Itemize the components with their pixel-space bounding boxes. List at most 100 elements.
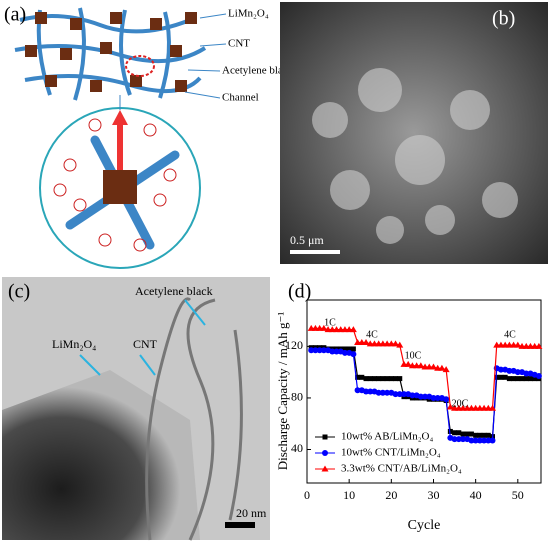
y-tick-label: 120: [285, 338, 303, 352]
data-point: [396, 341, 404, 348]
x-tick-label: 10: [343, 488, 355, 502]
data-point: [502, 374, 508, 380]
data-point: [359, 374, 365, 380]
annotation: Acetylene black: [222, 65, 294, 77]
data-point: [409, 392, 416, 399]
panel-c: (c) Acetylene black LiMn₂O₄ CNT 20 nm: [2, 277, 270, 541]
data-point: [434, 394, 441, 401]
panel-b: (b) 0.5 μm: [280, 2, 548, 264]
data-point: [532, 376, 538, 382]
data-point: [497, 366, 504, 373]
panel-a: (a) LiMn₂O₄ CNT Acetylene black Channel: [4, 4, 294, 269]
data-point: [523, 370, 530, 377]
data-point: [514, 341, 522, 348]
data-point: [535, 373, 542, 380]
data-point: [519, 376, 525, 382]
data-point: [363, 388, 370, 395]
particle: [103, 170, 137, 204]
panel-label: (d): [288, 281, 311, 303]
data-point: [363, 376, 369, 382]
limn2o4-particles: [25, 12, 197, 92]
panel-label: (c): [8, 281, 30, 303]
data-point: [371, 376, 377, 382]
data-point: [527, 376, 533, 382]
data-point: [349, 326, 357, 333]
legend-marker: [321, 465, 329, 472]
series-line: [311, 347, 539, 438]
data-point: [456, 430, 462, 436]
y-axis-title: Discharge Capacity / mAh g⁻¹: [275, 312, 290, 471]
panel-label: (b): [492, 8, 515, 30]
data-point: [489, 404, 497, 411]
scale-bar: [225, 522, 255, 528]
data-point: [481, 432, 487, 438]
arrow: [112, 110, 128, 125]
panel-label: (a): [4, 4, 26, 26]
data-point: [342, 346, 348, 352]
data-point: [367, 376, 373, 382]
data-point: [392, 391, 399, 398]
data-point: [468, 437, 475, 444]
data-point: [350, 346, 356, 352]
x-tick-label: 50: [512, 488, 524, 502]
legend-label: 3.3wt% CNT/AB/LiMn₂O₄: [341, 463, 462, 475]
data-point: [384, 376, 390, 382]
data-point: [346, 346, 352, 352]
data-point: [443, 396, 450, 403]
data-point: [388, 376, 394, 382]
y-tick-label: 80: [291, 390, 303, 404]
data-point: [446, 403, 454, 410]
data-point: [476, 437, 483, 444]
annotation: CNT: [228, 38, 250, 50]
x-tick-label: 30: [427, 488, 439, 502]
annotation: LiMn₂O₄: [52, 337, 96, 351]
annotation: Channel: [222, 92, 259, 104]
legend-label: 10wt% CNT/LiMn₂O₄: [341, 447, 441, 459]
rate-label: 1C: [324, 317, 336, 328]
data-point: [350, 351, 357, 358]
data-point: [447, 428, 453, 434]
data-point: [485, 432, 491, 438]
data-point: [380, 376, 386, 382]
scale-label: 20 nm: [236, 506, 267, 520]
channel-marker: [125, 55, 155, 77]
data-point: [442, 366, 450, 373]
data-point: [535, 342, 543, 349]
data-point: [455, 436, 462, 443]
rate-label: 10C: [405, 350, 422, 361]
cnt-strands: [145, 297, 243, 541]
data-point: [354, 387, 361, 394]
data-point: [367, 388, 374, 395]
legend-label: 10wt% AB/LiMn₂O₄: [341, 431, 433, 443]
sem-texture: [312, 68, 518, 244]
leaders: [184, 13, 227, 99]
data-point: [514, 369, 521, 376]
x-tick-label: 0: [304, 488, 310, 502]
data-point: [312, 347, 319, 354]
data-point: [477, 432, 483, 438]
data-point: [320, 324, 328, 331]
data-point: [393, 376, 399, 382]
data-point: [460, 431, 466, 437]
rate-label: 4C: [366, 329, 378, 340]
y-tick-label: 40: [291, 441, 303, 455]
data-point: [404, 360, 412, 367]
data-point: [341, 349, 348, 356]
data-point: [485, 437, 492, 444]
data-point: [506, 367, 513, 374]
data-point: [422, 393, 429, 400]
data-point: [376, 376, 382, 382]
annotation: Acetylene black: [135, 284, 213, 298]
data-point: [396, 391, 403, 398]
data-point: [333, 348, 340, 355]
data-point: [472, 437, 479, 444]
scale-bar: [290, 250, 340, 254]
data-point: [329, 348, 336, 355]
plot-frame: [306, 299, 542, 484]
data-point: [392, 340, 400, 347]
data-point: [506, 376, 512, 382]
data-point: [460, 436, 466, 443]
data-point: [320, 347, 327, 354]
annotation: LiMn₂O₄: [228, 8, 269, 20]
